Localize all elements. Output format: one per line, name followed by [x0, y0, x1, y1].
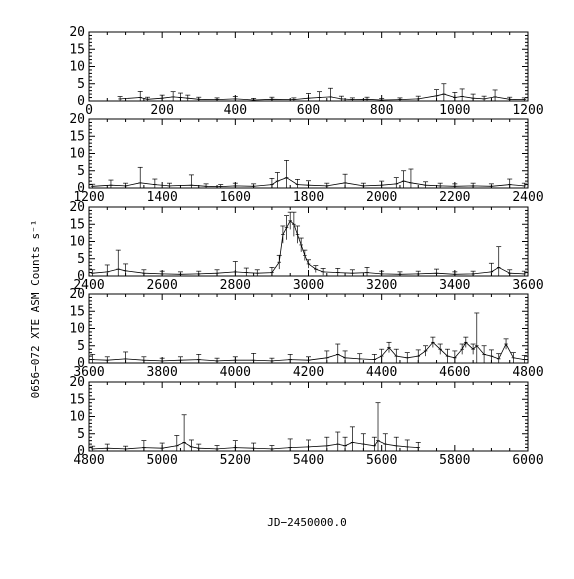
x-tick-label: 600 — [297, 103, 320, 118]
x-tick-label: 200 — [150, 103, 173, 118]
y-tick-label: 10 — [69, 60, 85, 75]
y-tick-label: 0 — [77, 94, 85, 109]
y-tick-label: 5 — [77, 339, 85, 354]
x-tick-label: 3800 — [147, 365, 178, 380]
x-tick-label: 2800 — [220, 278, 251, 293]
y-tick-label: 15 — [69, 304, 85, 319]
y-tick-label: 5 — [77, 164, 85, 179]
x-tick-label: 1600 — [220, 190, 251, 205]
x-tick-label: 5400 — [293, 453, 324, 468]
y-tick-label: 15 — [69, 392, 85, 407]
series-line — [92, 341, 525, 362]
x-tick-label: 1200 — [73, 190, 104, 205]
x-axis-label: JD−2450000.0 — [267, 516, 346, 529]
y-tick-label: 5 — [77, 252, 85, 267]
x-tick-label: 2200 — [439, 190, 470, 205]
y-tick-label: 10 — [69, 235, 85, 250]
x-tick-label: 3600 — [512, 278, 543, 293]
y-tick-label: 0 — [77, 444, 85, 459]
y-tick-label: 5 — [77, 427, 85, 442]
y-tick-label: 0 — [77, 269, 85, 284]
x-tick-label: 3000 — [293, 278, 324, 293]
light-curve-panel-4: 0 5 10 15 20 3600 3800 4000 4200 4400 4600 4800 — [69, 287, 543, 380]
y-tick-label: 15 — [69, 42, 85, 57]
x-tick-label: 4600 — [439, 365, 470, 380]
light-curve-panel-2: 0 5 10 15 20 1200 1400 1600 1800 2000 2200 2400 — [69, 112, 543, 205]
light-curve-panel-3: 0 5 10 15 20 2400 2600 2800 3000 3200 3400 3600 — [69, 200, 543, 293]
x-tick-label: 6000 — [512, 453, 543, 468]
x-tick-label: 4200 — [293, 365, 324, 380]
x-tick-label: 800 — [370, 103, 393, 118]
y-tick-label: 5 — [77, 77, 85, 92]
x-tick-label: 3600 — [73, 365, 104, 380]
x-tick-label: 1000 — [439, 103, 470, 118]
x-tick-label: 5800 — [439, 453, 470, 468]
y-tick-label: 20 — [69, 112, 85, 127]
x-tick-label: 2000 — [366, 190, 397, 205]
x-tick-label: 3200 — [366, 278, 397, 293]
y-tick-label: 10 — [69, 410, 85, 425]
x-tick-label: 4800 — [73, 453, 104, 468]
x-tick-label: 1200 — [512, 103, 543, 118]
panel-frame — [88, 118, 529, 189]
x-tick-label: 2600 — [147, 278, 178, 293]
x-tick-label: 3400 — [439, 278, 470, 293]
x-tick-label: 4400 — [366, 365, 397, 380]
y-tick-label: 15 — [69, 217, 85, 232]
y-tick-label: 20 — [69, 375, 85, 390]
x-tick-label: 4000 — [220, 365, 251, 380]
x-tick-label: 2400 — [512, 190, 543, 205]
x-tick-label: 1400 — [147, 190, 178, 205]
x-tick-label: 0 — [85, 103, 93, 118]
x-tick-label: 5600 — [366, 453, 397, 468]
y-tick-label: 15 — [69, 129, 85, 144]
y-tick-label: 20 — [69, 287, 85, 302]
light-curve-panel-5: 0 5 10 15 20 4800 5000 5200 5400 5600 5800 6000 — [69, 375, 543, 468]
x-tick-label: 5200 — [220, 453, 251, 468]
x-tick-label: 1800 — [293, 190, 324, 205]
x-tick-label: 4800 — [512, 365, 543, 380]
y-tick-label: 10 — [69, 147, 85, 162]
x-tick-label: 5000 — [147, 453, 178, 468]
x-tick-label: 400 — [224, 103, 247, 118]
y-tick-label: 0 — [77, 356, 85, 371]
y-tick-label: 20 — [69, 25, 85, 40]
y-tick-label: 20 — [69, 200, 85, 215]
y-tick-label: 0 — [77, 181, 85, 196]
y-axis-label: 0656−072 XTE ASM Counts s⁻¹ — [29, 220, 42, 399]
y-tick-label: 10 — [69, 322, 85, 337]
x-tick-label: 2400 — [73, 278, 104, 293]
series-line — [92, 440, 419, 450]
series-line — [92, 177, 525, 188]
